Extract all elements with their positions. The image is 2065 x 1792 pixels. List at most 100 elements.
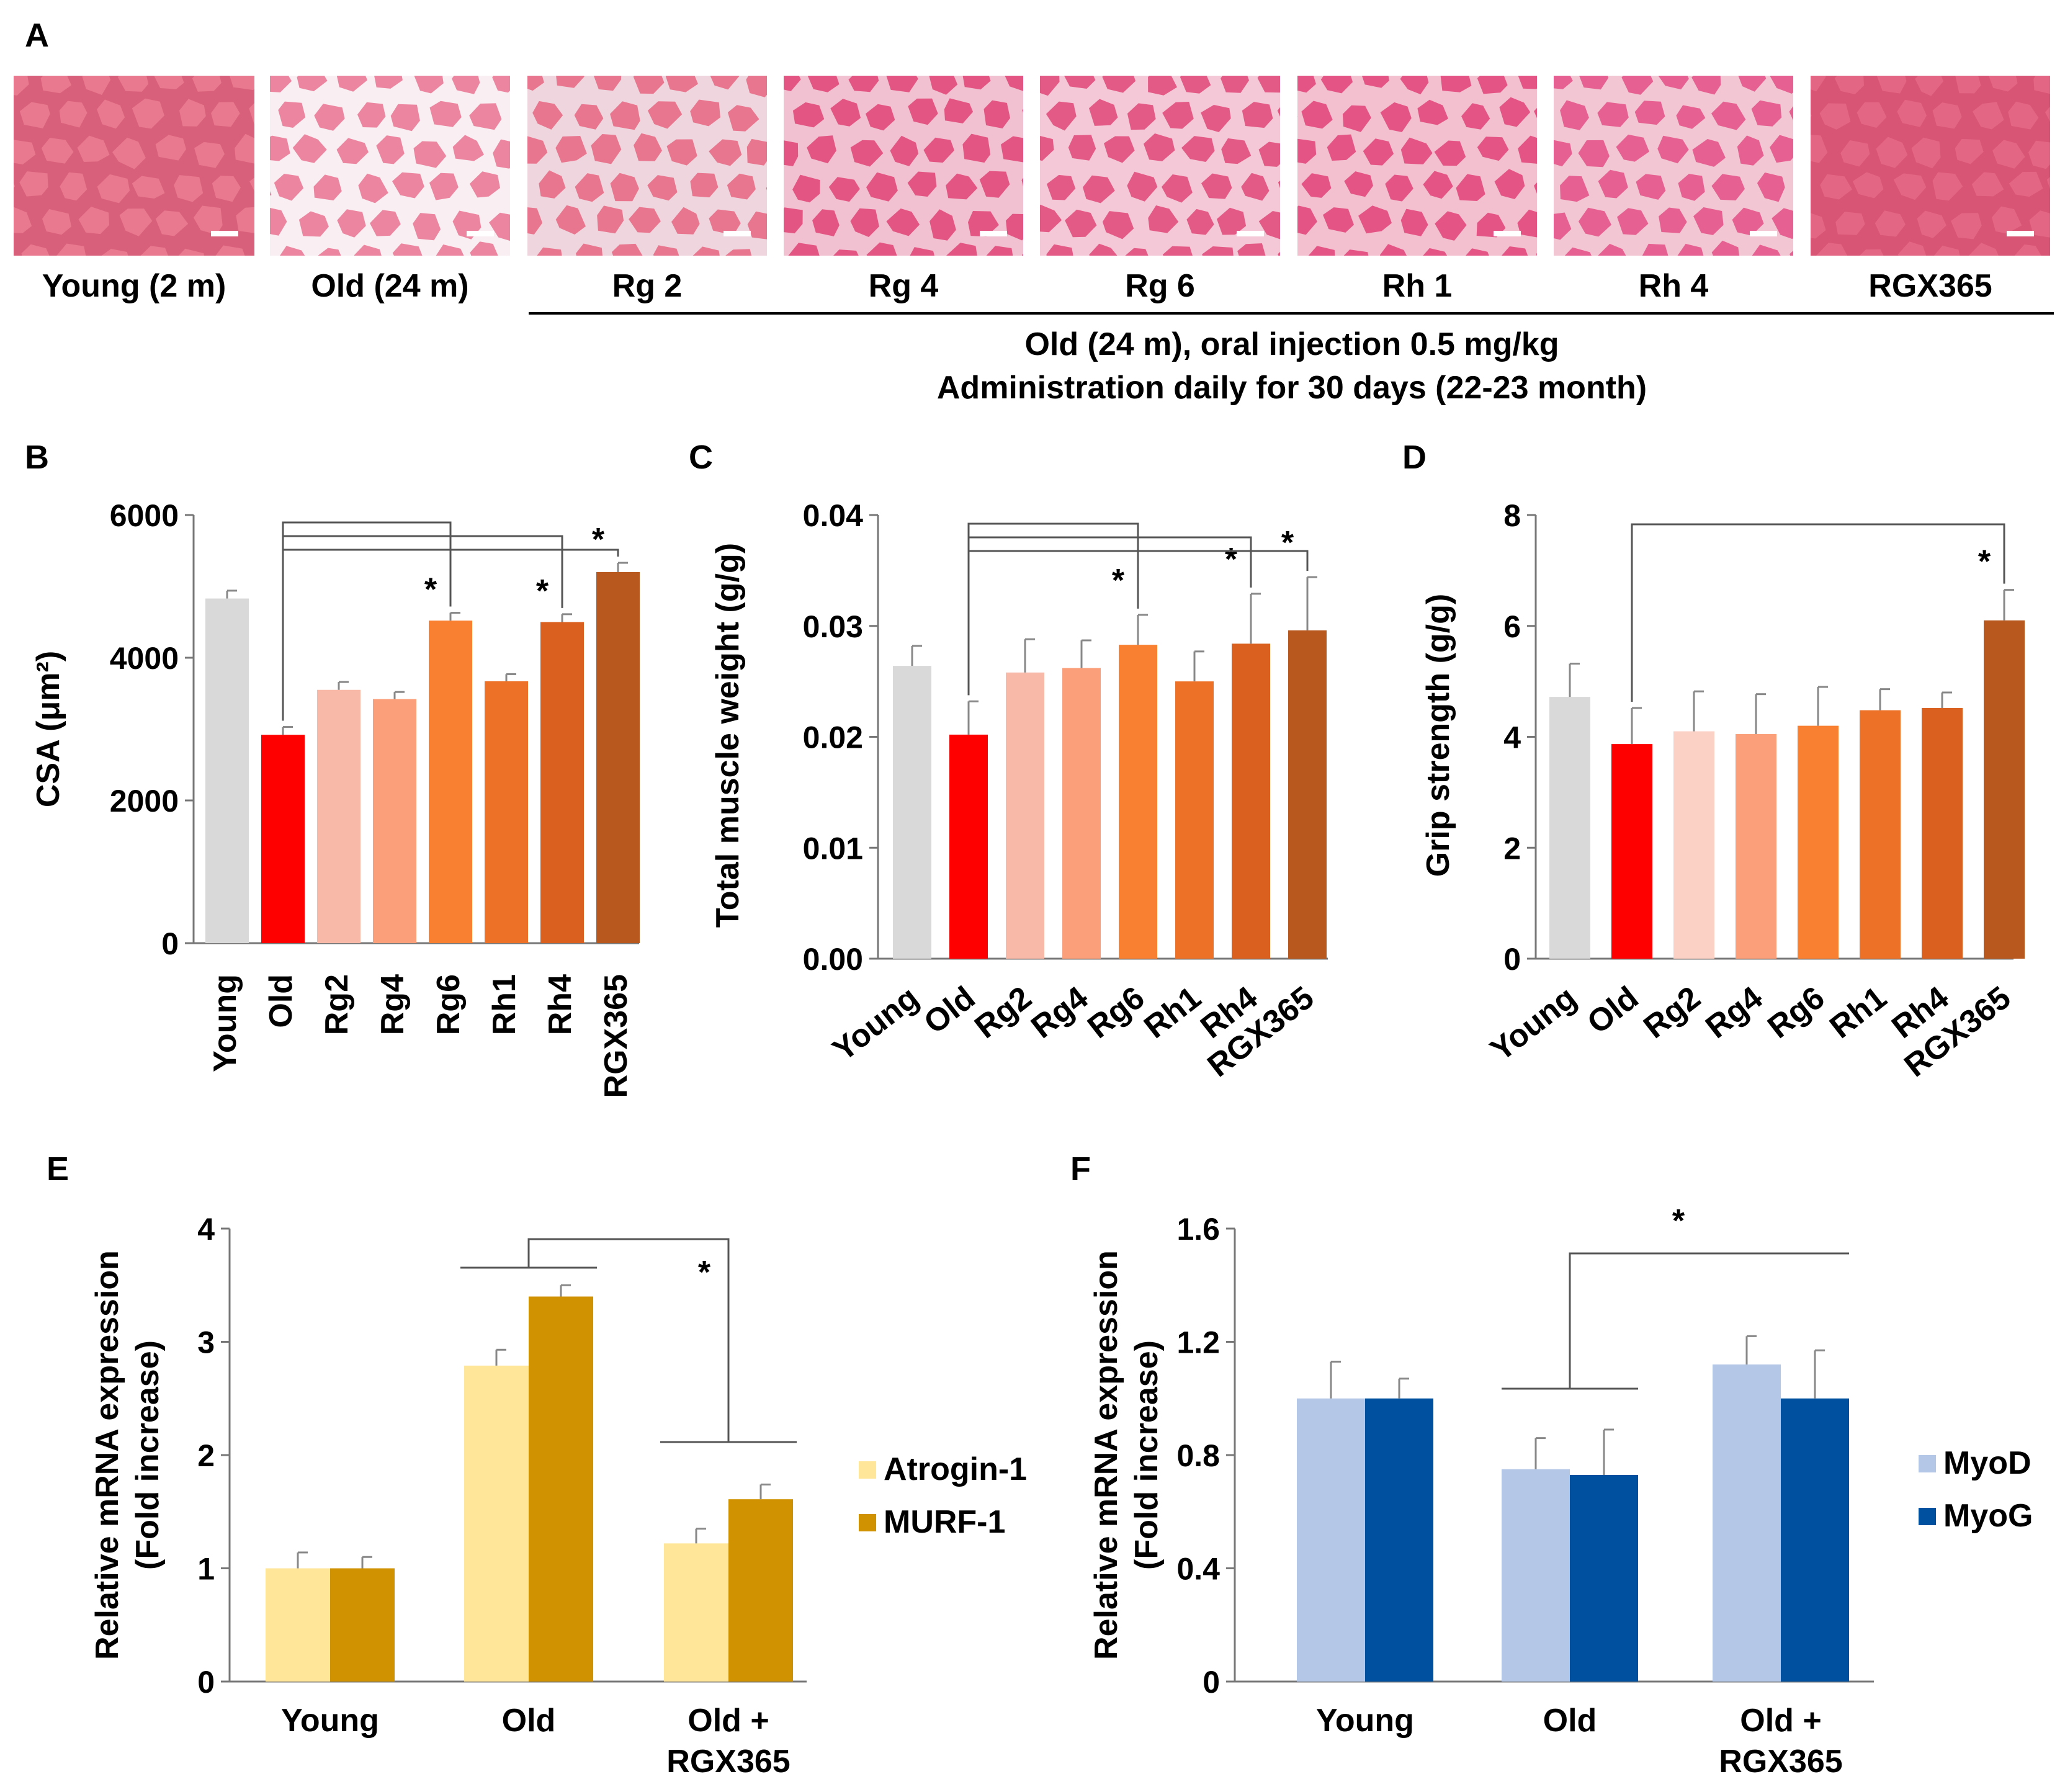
- muscle-fiber: [907, 171, 937, 197]
- muscle-fiber: [812, 209, 840, 236]
- chart-b: B 0 2000 4000 6000 CSA (μm²) Young Old Rg2 Rg4 Rg6…: [25, 439, 640, 1098]
- panel-letter-d: D: [1402, 439, 1427, 476]
- muscle-fiber: [692, 246, 720, 256]
- muscle-fiber: [489, 212, 510, 241]
- muscle-fiber: [807, 76, 840, 92]
- legend-swatch-atrogin-1: [859, 1461, 876, 1479]
- muscle-fiber: [392, 172, 424, 199]
- muscle-fiber: [1008, 29, 1039, 58]
- muscle-fiber: [1617, 208, 1649, 235]
- muscle-fiber: [82, 76, 111, 95]
- muscle-fiber: [336, 76, 368, 92]
- muscle-fiber: [1323, 207, 1354, 233]
- muscle-fiber: [593, 76, 622, 91]
- muscle-fiber: [270, 208, 287, 236]
- muscle-fiber: [746, 138, 767, 166]
- muscle-fiber: [1217, 207, 1247, 235]
- chart-c: C 0.00 0.01 0.02 0.03 0.04 Total muscle weight…: [689, 439, 1328, 1084]
- muscle-fiber: [112, 137, 146, 169]
- muscle-fiber: [1127, 171, 1158, 202]
- muscle-fiber: [1752, 244, 1781, 256]
- muscle-fiber: [1560, 100, 1589, 130]
- x-tick-label: Rg2: [968, 980, 1038, 1046]
- x-tick-label: Rg6: [1081, 980, 1151, 1046]
- histology-image-4: [784, 76, 1023, 256]
- muscle-fiber: [1046, 101, 1077, 131]
- y-tick-label: 3: [197, 1325, 215, 1360]
- muscle-fiber: [1423, 248, 1448, 256]
- panel-a: A Young (2 m) Old (24 m) Rg 2 Rg 4 Rg 6 Rh 1 R…: [0, 17, 2054, 406]
- muscle-fiber: [132, 98, 164, 129]
- muscle-fiber: [610, 29, 644, 56]
- muscle-fiber: [1955, 138, 1984, 164]
- muscle-fiber: [527, 76, 544, 91]
- muscle-fiber: [986, 246, 1013, 256]
- muscle-fiber: [374, 76, 403, 89]
- muscle-fiber: [968, 211, 999, 237]
- muscle-fiber: [1477, 76, 1508, 94]
- muscle-fiber: [784, 76, 801, 91]
- muscle-fiber: [270, 135, 290, 161]
- muscle-fiber: [1554, 140, 1572, 167]
- muscle-fiber: [352, 27, 383, 53]
- muscle-fiber: [429, 101, 462, 127]
- panel-letter-e: E: [47, 1150, 69, 1188]
- muscle-fiber: [1083, 175, 1115, 204]
- muscle-fiber: [890, 135, 919, 166]
- muscle-fiber: [1456, 174, 1485, 201]
- muscle-fiber: [527, 207, 543, 235]
- muscle-fiber: [1148, 205, 1179, 233]
- muscle-fiber: [154, 76, 184, 89]
- muscle-fiber: [253, 25, 282, 52]
- muscle-fiber: [1440, 76, 1472, 92]
- muscle-fiber: [1276, 27, 1304, 53]
- y-tick-label: 2: [1503, 831, 1521, 866]
- muscle-fiber: [174, 29, 208, 57]
- muscle-fiber: [833, 249, 859, 256]
- x-tick-label: Young: [207, 974, 243, 1072]
- significance-star: *: [1281, 525, 1294, 561]
- histology-image-6: [1297, 30, 1537, 256]
- y-axis-title: Grip strength (g/g): [1420, 594, 1456, 877]
- panel-letter-f: F: [1070, 1150, 1091, 1188]
- muscle-fiber: [1257, 76, 1280, 93]
- muscle-fiber: [1811, 114, 1812, 117]
- muscle-fiber: [140, 246, 169, 256]
- muscle-fiber: [0, 245, 14, 269]
- muscle-fiber: [1380, 244, 1407, 256]
- image-label-1: Young (2 m): [42, 268, 226, 304]
- muscle-fiber: [469, 103, 502, 130]
- muscle-fiber: [1046, 174, 1076, 200]
- muscle-fiber: [211, 102, 240, 127]
- histology-image-3: [497, 29, 767, 256]
- muscle-fiber: [633, 76, 665, 94]
- muscle-fiber: [1811, 135, 1828, 163]
- muscle-fiber: [1422, 30, 1451, 59]
- muscle-fiber: [665, 76, 698, 92]
- muscle-fiber: [1932, 172, 1963, 201]
- muscle-fiber: [59, 101, 87, 128]
- muscle-fiber: [923, 137, 954, 163]
- scale-bar: [980, 231, 1007, 236]
- histology-image-8: [1811, 76, 2050, 256]
- muscle-fiber: [1308, 246, 1335, 256]
- muscle-fiber: [1561, 32, 1591, 59]
- muscle-fiber: [277, 30, 305, 58]
- muscle-fiber: [1065, 209, 1097, 238]
- muscle-fiber: [497, 30, 527, 58]
- muscle-fiber: [215, 245, 245, 256]
- significance-star: *: [1112, 563, 1125, 599]
- muscle-fiber: [376, 135, 405, 164]
- muscle-fiber: [1897, 241, 1927, 256]
- muscle-fiber: [1711, 174, 1745, 200]
- muscle-fiber: [14, 183, 16, 188]
- muscle-fiber: [1344, 171, 1373, 197]
- muscle-fiber: [1205, 28, 1232, 54]
- bar-myog: [1570, 1474, 1638, 1682]
- muscle-fiber: [174, 175, 204, 202]
- significance-bracket: [527, 1238, 730, 1442]
- y-axis-title-line: Relative mRNA expression: [89, 1250, 125, 1660]
- muscle-fiber: [1148, 76, 1177, 96]
- muscle-fiber: [1789, 106, 1793, 121]
